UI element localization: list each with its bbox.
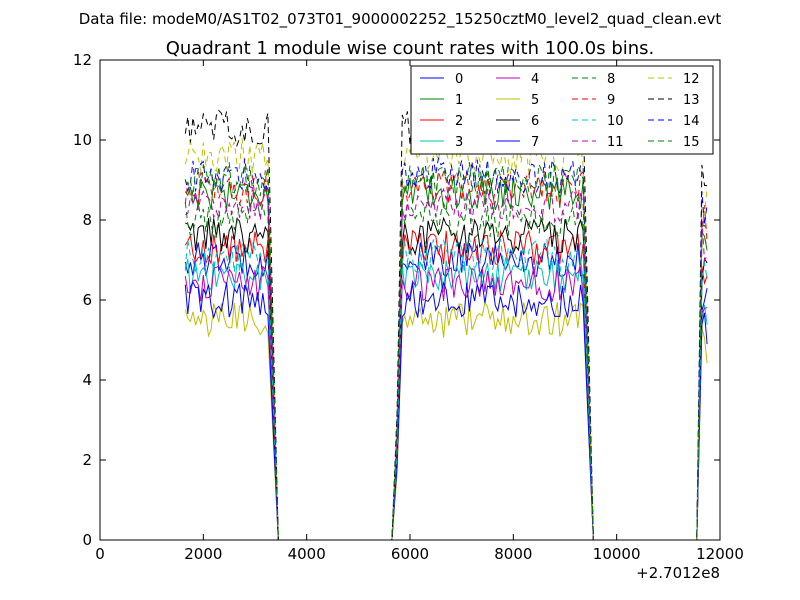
series-line-13 [184, 109, 708, 541]
chart-title: Quadrant 1 module wise count rates with … [166, 38, 655, 59]
y-tick-label: 12 [73, 51, 92, 69]
legend-label-9: 9 [607, 93, 615, 108]
series-line-11 [185, 186, 708, 541]
legend-label-14: 14 [683, 114, 700, 129]
figure-suptitle: Data file: modeM0/AS1T02_073T01_90000022… [79, 10, 722, 29]
x-tick-label: 10000 [593, 545, 641, 563]
legend-label-1: 1 [455, 93, 463, 108]
x-tick-label: 0 [95, 545, 105, 563]
legend-label-0: 0 [455, 72, 463, 87]
series-line-8 [184, 201, 708, 541]
series-line-5 [184, 301, 708, 541]
y-tick-label: 6 [82, 291, 92, 309]
y-tick-label: 2 [82, 451, 92, 469]
series-line-10 [184, 236, 708, 541]
legend-label-10: 10 [607, 114, 624, 129]
legend-box [410, 65, 714, 155]
plot-lines [184, 109, 708, 541]
legend-label-8: 8 [607, 72, 615, 87]
series-line-1 [184, 173, 708, 541]
series-line-2 [184, 229, 708, 541]
y-tick-label: 10 [73, 131, 92, 149]
x-offset-label: +2.7012e8 [636, 564, 720, 582]
series-line-15 [184, 162, 708, 541]
series-line-9 [184, 170, 708, 541]
legend-label-5: 5 [531, 93, 539, 108]
legend-label-13: 13 [683, 93, 700, 108]
series-line-4 [184, 265, 708, 541]
legend-label-7: 7 [531, 135, 539, 150]
legend-label-12: 12 [683, 72, 700, 87]
legend-label-3: 3 [455, 135, 463, 150]
series-line-6 [185, 216, 708, 541]
y-tick-label: 8 [82, 211, 92, 229]
legend-label-15: 15 [683, 135, 700, 150]
series-line-14 [184, 156, 708, 541]
y-tick-label: 4 [82, 371, 92, 389]
x-tick-label: 6000 [391, 545, 429, 563]
y-tick-label: 0 [82, 531, 92, 549]
legend-label-6: 6 [531, 114, 539, 129]
legend-label-4: 4 [531, 72, 539, 87]
series-line-0 [184, 241, 708, 541]
x-tick-label: 2000 [184, 545, 222, 563]
x-tick-label: 4000 [288, 545, 326, 563]
legend-label-2: 2 [455, 114, 463, 129]
x-tick-label: 8000 [494, 545, 532, 563]
series-line-7 [184, 281, 708, 541]
legend-label-11: 11 [607, 135, 624, 150]
x-tick-label: 12000 [696, 545, 744, 563]
